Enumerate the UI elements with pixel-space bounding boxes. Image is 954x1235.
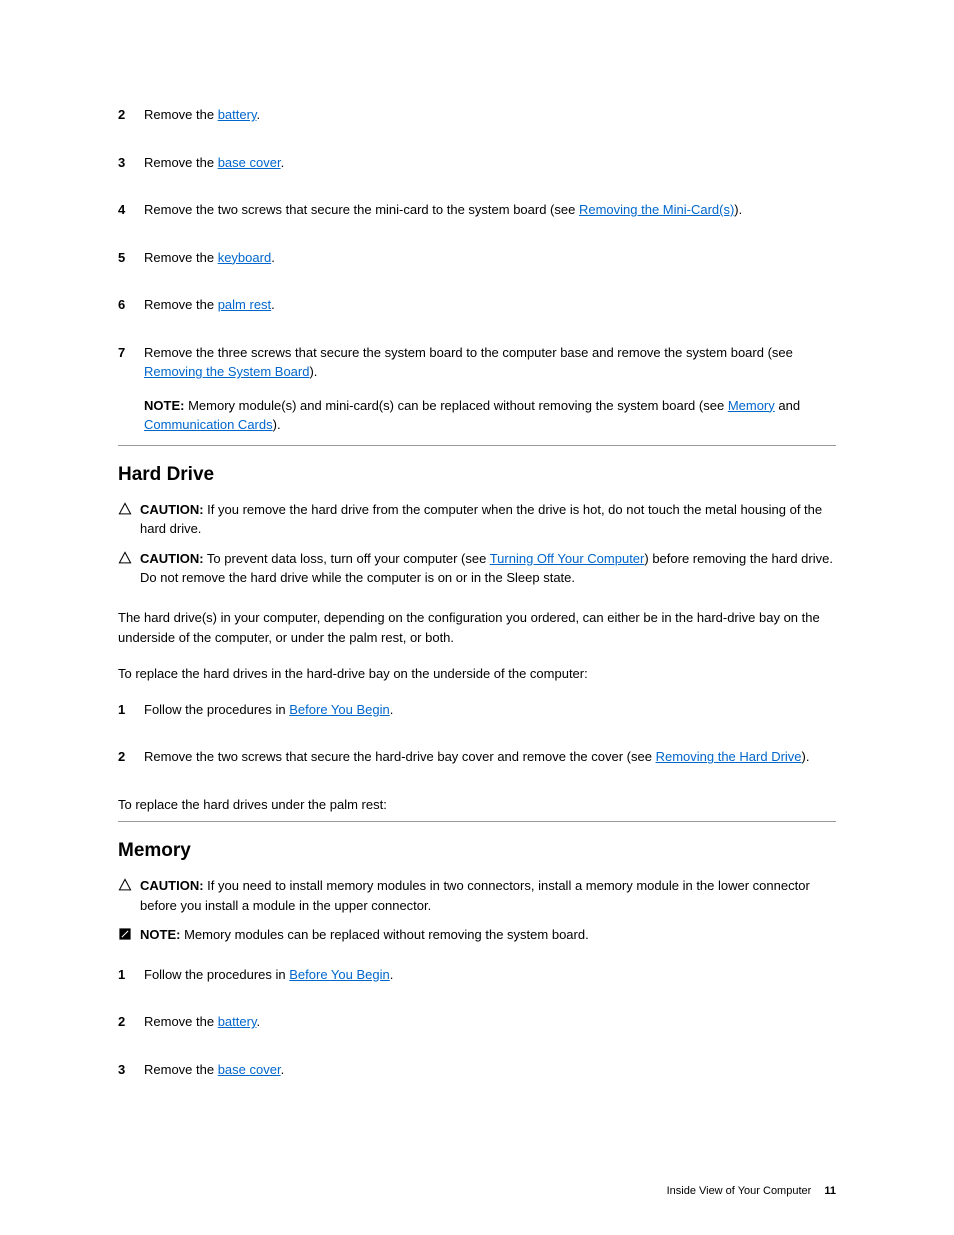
step-2: 2 Remove the battery. xyxy=(118,105,836,125)
step-text: Remove the two screws that secure the ha… xyxy=(144,747,836,767)
link-removing-minicard[interactable]: Removing the Mini-Card(s) xyxy=(579,202,734,217)
step-text: Remove the palm rest. xyxy=(144,295,836,315)
body-text: The hard drive(s) in your computer, depe… xyxy=(118,608,836,648)
caution-data-loss: CAUTION: To prevent data loss, turn off … xyxy=(118,549,836,588)
link-base-cover[interactable]: base cover xyxy=(218,155,281,170)
caution-hot-drive: CAUTION: If you remove the hard drive fr… xyxy=(118,500,836,539)
link-base-cover[interactable]: base cover xyxy=(218,1062,281,1077)
step-7: 7 Remove the three screws that secure th… xyxy=(118,343,836,439)
mem-step-3: 3 Remove the base cover. xyxy=(118,1060,836,1080)
link-battery[interactable]: battery xyxy=(218,107,257,122)
link-communication-cards[interactable]: Communication Cards xyxy=(144,417,273,432)
mem-step-2: 2 Remove the battery. xyxy=(118,1012,836,1032)
step-text: Remove the battery. xyxy=(144,105,836,125)
caution-icon xyxy=(118,878,132,892)
note-memory: NOTE: Memory modules can be replaced wit… xyxy=(118,925,836,945)
page-number: 11 xyxy=(824,1185,836,1197)
step-text: Follow the procedures in Before You Begi… xyxy=(144,700,836,720)
step-number: 2 xyxy=(118,1012,144,1032)
step-text: Remove the keyboard. xyxy=(144,248,836,268)
link-battery[interactable]: battery xyxy=(218,1014,257,1029)
step-number: 3 xyxy=(118,153,144,173)
link-removing-hard-drive[interactable]: Removing the Hard Drive xyxy=(656,749,802,764)
step-number: 2 xyxy=(118,747,144,767)
caution-icon xyxy=(118,502,132,516)
note-label: NOTE: xyxy=(140,927,180,942)
step-number: 1 xyxy=(118,965,144,985)
divider xyxy=(118,445,836,446)
note-icon xyxy=(118,927,132,941)
step-text: Remove the two screws that secure the mi… xyxy=(144,200,836,220)
step-number: 7 xyxy=(118,343,144,439)
link-memory[interactable]: Memory xyxy=(728,398,775,413)
link-removing-system-board[interactable]: Removing the System Board xyxy=(144,364,309,379)
caution-icon xyxy=(118,551,132,565)
caution-memory-order: CAUTION: If you need to install memory m… xyxy=(118,876,836,915)
step-4: 4 Remove the two screws that secure the … xyxy=(118,200,836,220)
step-number: 2 xyxy=(118,105,144,125)
footer-label: Inside View of Your Computer xyxy=(667,1185,812,1197)
step-number: 4 xyxy=(118,200,144,220)
heading-memory: Memory xyxy=(118,840,836,862)
caution-label: CAUTION: xyxy=(140,551,204,566)
link-before-you-begin[interactable]: Before You Begin xyxy=(289,967,389,982)
step-text: Remove the three screws that secure the … xyxy=(144,343,836,439)
page-content: 2 Remove the battery. 3 Remove the base … xyxy=(0,0,954,1079)
step-3: 3 Remove the base cover. xyxy=(118,153,836,173)
step-number: 3 xyxy=(118,1060,144,1080)
heading-hard-drive: Hard Drive xyxy=(118,464,836,486)
step-number: 1 xyxy=(118,700,144,720)
step-text: Follow the procedures in Before You Begi… xyxy=(144,965,836,985)
caution-label: CAUTION: xyxy=(140,502,204,517)
note-label: NOTE: xyxy=(144,398,184,413)
step-5: 5 Remove the keyboard. xyxy=(118,248,836,268)
link-before-you-begin[interactable]: Before You Begin xyxy=(289,702,389,717)
step-number: 6 xyxy=(118,295,144,315)
link-turning-off[interactable]: Turning Off Your Computer xyxy=(490,551,645,566)
step-6: 6 Remove the palm rest. xyxy=(118,295,836,315)
page-footer: Inside View of Your Computer 11 xyxy=(667,1185,836,1197)
step-text: Remove the base cover. xyxy=(144,153,836,173)
step-number: 5 xyxy=(118,248,144,268)
hd-step-1: 1 Follow the procedures in Before You Be… xyxy=(118,700,836,720)
step-text: Remove the battery. xyxy=(144,1012,836,1032)
caution-label: CAUTION: xyxy=(140,878,204,893)
mem-step-1: 1 Follow the procedures in Before You Be… xyxy=(118,965,836,985)
link-keyboard[interactable]: keyboard xyxy=(218,250,271,265)
step-text: Remove the base cover. xyxy=(144,1060,836,1080)
link-palm-rest[interactable]: palm rest xyxy=(218,297,271,312)
body-text: To replace the hard drives under the pal… xyxy=(118,795,836,815)
hd-step-2: 2 Remove the two screws that secure the … xyxy=(118,747,836,767)
divider xyxy=(118,821,836,822)
body-text: To replace the hard drives in the hard-d… xyxy=(118,664,836,684)
